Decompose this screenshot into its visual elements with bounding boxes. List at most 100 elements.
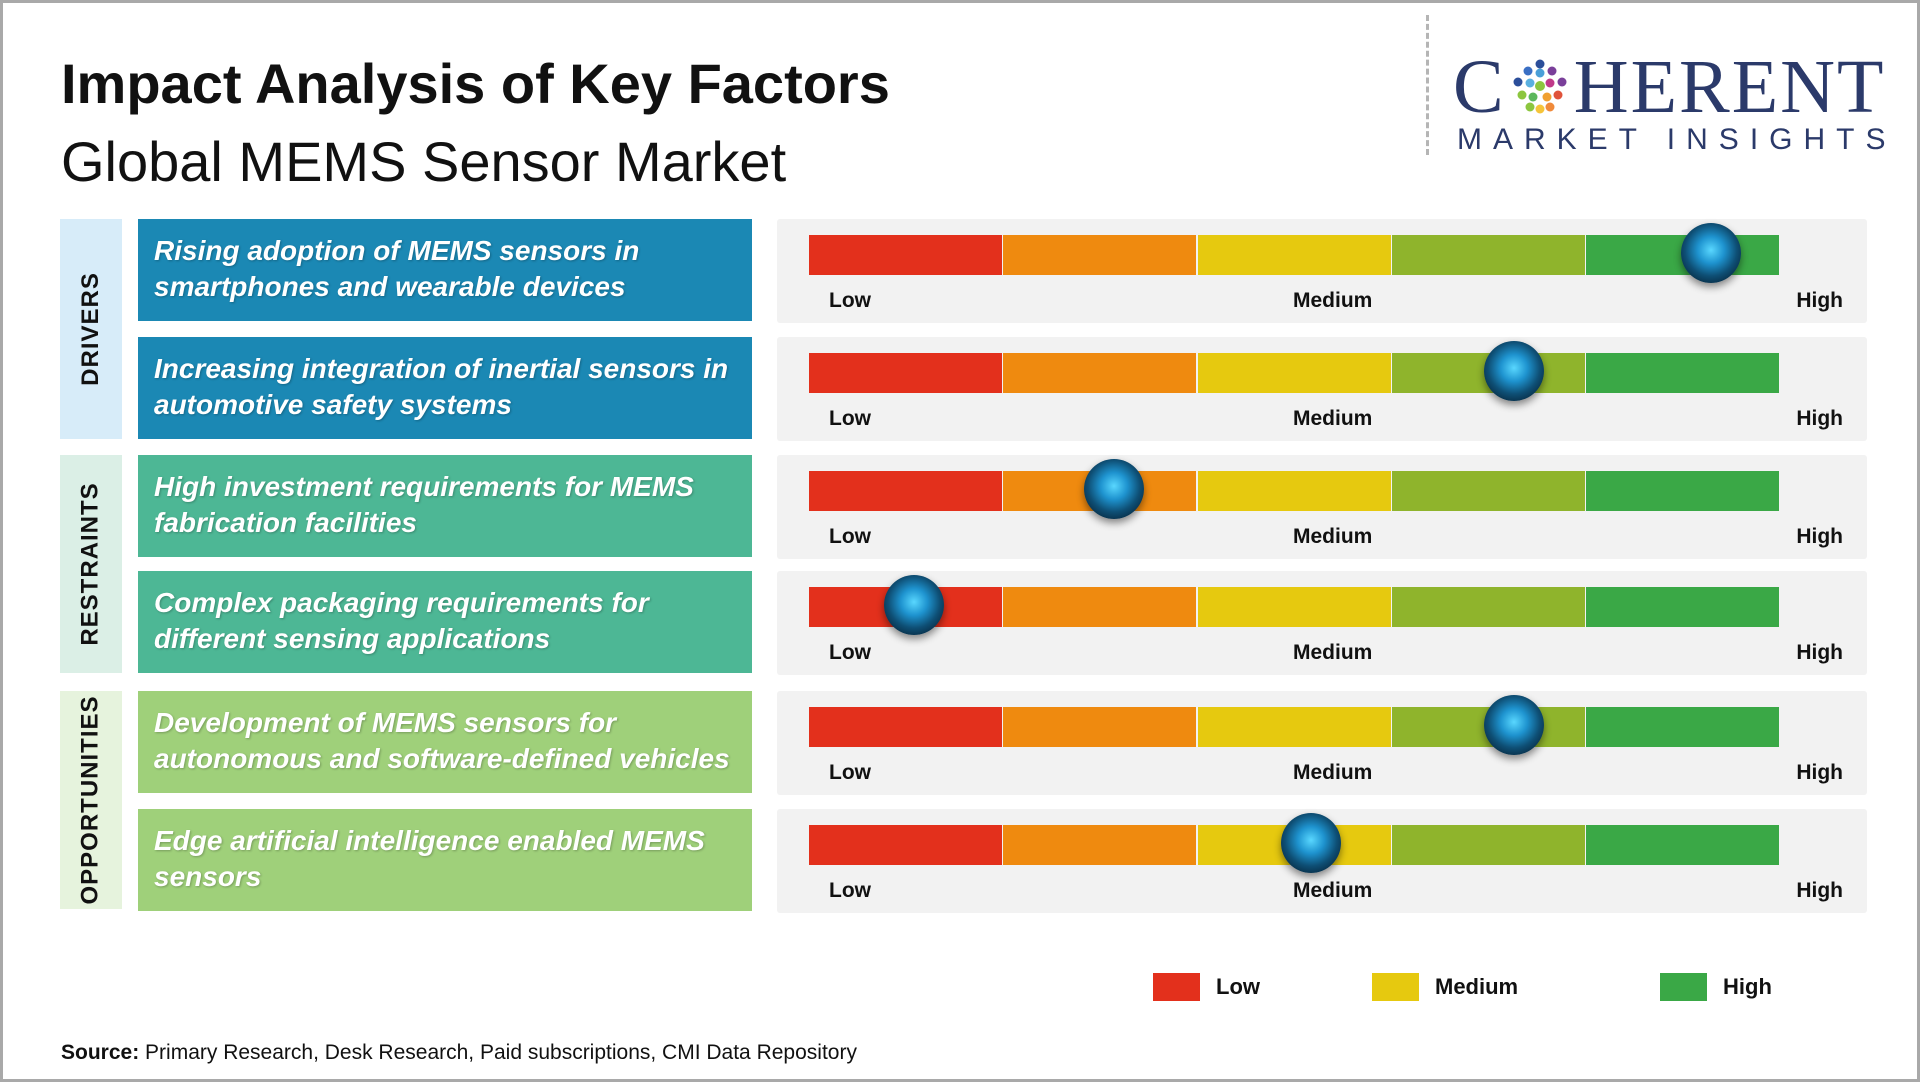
impact-scale bbox=[809, 575, 1779, 635]
page-title: Impact Analysis of Key Factors bbox=[61, 52, 890, 115]
scale-segment bbox=[1391, 825, 1585, 865]
impact-gauge: Low Medium High bbox=[777, 337, 1867, 441]
impact-gauge: Low Medium High bbox=[777, 455, 1867, 559]
scale-segment bbox=[1003, 707, 1197, 747]
legend-swatch-low bbox=[1153, 973, 1200, 1001]
scale-low-label: Low bbox=[829, 879, 871, 902]
legend-label-high: High bbox=[1723, 974, 1772, 999]
scale-segment bbox=[1586, 353, 1779, 393]
logo-divider bbox=[1426, 15, 1429, 155]
factor-text: Development of MEMS sensors for autonomo… bbox=[154, 707, 730, 774]
scale-segment bbox=[1003, 353, 1197, 393]
scale-segment bbox=[1586, 825, 1779, 865]
category-opportunities-label: OPPORTUNITIES bbox=[77, 695, 104, 905]
scale-segment bbox=[809, 825, 1002, 865]
legend-swatch-high bbox=[1660, 973, 1707, 1001]
scale-segment bbox=[809, 707, 1002, 747]
scale-low-label: Low bbox=[829, 641, 871, 664]
scale-segment bbox=[1391, 471, 1585, 511]
scale-medium-label: Medium bbox=[1293, 525, 1373, 548]
factor-card: Rising adoption of MEMS sensors in smart… bbox=[138, 219, 752, 321]
scale-high-label: High bbox=[1796, 761, 1843, 784]
factor-text: Rising adoption of MEMS sensors in smart… bbox=[154, 235, 640, 302]
legend-label-low: Low bbox=[1216, 974, 1260, 999]
scale-segment bbox=[1003, 587, 1197, 627]
factor-card: High investment requirements for MEMS fa… bbox=[138, 455, 752, 557]
scale-segment bbox=[1003, 825, 1197, 865]
impact-scale bbox=[809, 695, 1779, 755]
legend-item-medium: Medium bbox=[1372, 973, 1518, 1001]
impact-marker-icon bbox=[1484, 341, 1545, 401]
impact-gauge: Low Medium High bbox=[777, 219, 1867, 323]
impact-marker-icon bbox=[1083, 459, 1144, 519]
factor-card: Complex packaging requirements for diffe… bbox=[138, 571, 752, 673]
source-note: Source: Primary Research, Desk Research,… bbox=[61, 1041, 857, 1065]
legend-label-medium: Medium bbox=[1435, 974, 1519, 999]
logo-word-right: HERENT bbox=[1573, 45, 1886, 129]
factor-card: Development of MEMS sensors for autonomo… bbox=[138, 691, 752, 793]
impact-gauge: Low Medium High bbox=[777, 571, 1867, 675]
scale-low-label: Low bbox=[829, 407, 871, 430]
scale-segment bbox=[1586, 471, 1779, 511]
scale-high-label: High bbox=[1796, 641, 1843, 664]
page-subtitle: Global MEMS Sensor Market bbox=[61, 130, 787, 193]
scale-segment bbox=[1003, 235, 1197, 275]
legend-item-low: Low bbox=[1153, 973, 1260, 1001]
category-restraints-label: RESTRAINTS bbox=[77, 482, 104, 646]
impact-marker-icon bbox=[883, 575, 944, 635]
scale-high-label: High bbox=[1796, 407, 1843, 430]
category-drivers-label: DRIVERS bbox=[77, 272, 104, 386]
logo-dots-icon bbox=[1513, 59, 1567, 114]
legend-item-high: High bbox=[1660, 973, 1772, 1001]
scale-medium-label: Medium bbox=[1293, 407, 1373, 430]
impact-gauge: Low Medium High bbox=[777, 691, 1867, 795]
factor-text: Complex packaging requirements for diffe… bbox=[154, 587, 649, 654]
factor-text: Increasing integration of inertial senso… bbox=[154, 353, 729, 420]
impact-marker-icon bbox=[1484, 695, 1545, 755]
impact-gauge: Low Medium High bbox=[777, 809, 1867, 913]
scale-segment bbox=[1197, 471, 1391, 511]
source-label: Source: bbox=[61, 1041, 140, 1064]
logo-subline: MARKET INSIGHTS bbox=[1457, 123, 1897, 156]
scale-segment bbox=[809, 353, 1002, 393]
factor-card: Increasing integration of inertial senso… bbox=[138, 337, 752, 439]
scale-low-label: Low bbox=[829, 525, 871, 548]
scale-low-label: Low bbox=[829, 289, 871, 312]
factor-text: High investment requirements for MEMS fa… bbox=[154, 471, 694, 538]
scale-segment bbox=[809, 235, 1002, 275]
legend-swatch-medium bbox=[1372, 973, 1419, 1001]
scale-segment bbox=[1197, 235, 1391, 275]
scale-segment bbox=[1391, 587, 1585, 627]
scale-segment bbox=[1197, 587, 1391, 627]
scale-high-label: High bbox=[1796, 879, 1843, 902]
logo-word-left: C bbox=[1453, 45, 1506, 129]
impact-scale bbox=[809, 223, 1779, 283]
scale-medium-label: Medium bbox=[1293, 641, 1373, 664]
scale-high-label: High bbox=[1796, 525, 1843, 548]
impact-marker-icon bbox=[1681, 223, 1742, 283]
impact-scale bbox=[809, 341, 1779, 401]
scale-segment bbox=[1391, 235, 1585, 275]
scale-segment bbox=[1197, 353, 1391, 393]
factor-card: Edge artificial intelligence enabled MEM… bbox=[138, 809, 752, 911]
scale-segment bbox=[1586, 707, 1779, 747]
coherent-logo: C HERENT MARKET INSIGHTS bbox=[1453, 49, 1893, 159]
scale-segment bbox=[1197, 707, 1391, 747]
impact-scale bbox=[809, 459, 1779, 519]
source-text: Primary Research, Desk Research, Paid su… bbox=[145, 1041, 857, 1064]
category-drivers: DRIVERS bbox=[60, 219, 122, 439]
logo-wordmark: C HERENT bbox=[1453, 49, 1885, 125]
scale-medium-label: Medium bbox=[1293, 879, 1373, 902]
scale-segment bbox=[809, 471, 1002, 511]
scale-high-label: High bbox=[1796, 289, 1843, 312]
impact-scale bbox=[809, 813, 1779, 873]
impact-marker-icon bbox=[1281, 813, 1342, 873]
category-opportunities: OPPORTUNITIES bbox=[60, 691, 122, 909]
scale-segment bbox=[1586, 587, 1779, 627]
scale-medium-label: Medium bbox=[1293, 289, 1373, 312]
scale-medium-label: Medium bbox=[1293, 761, 1373, 784]
scale-low-label: Low bbox=[829, 761, 871, 784]
factor-text: Edge artificial intelligence enabled MEM… bbox=[154, 825, 705, 892]
category-restraints: RESTRAINTS bbox=[60, 455, 122, 673]
